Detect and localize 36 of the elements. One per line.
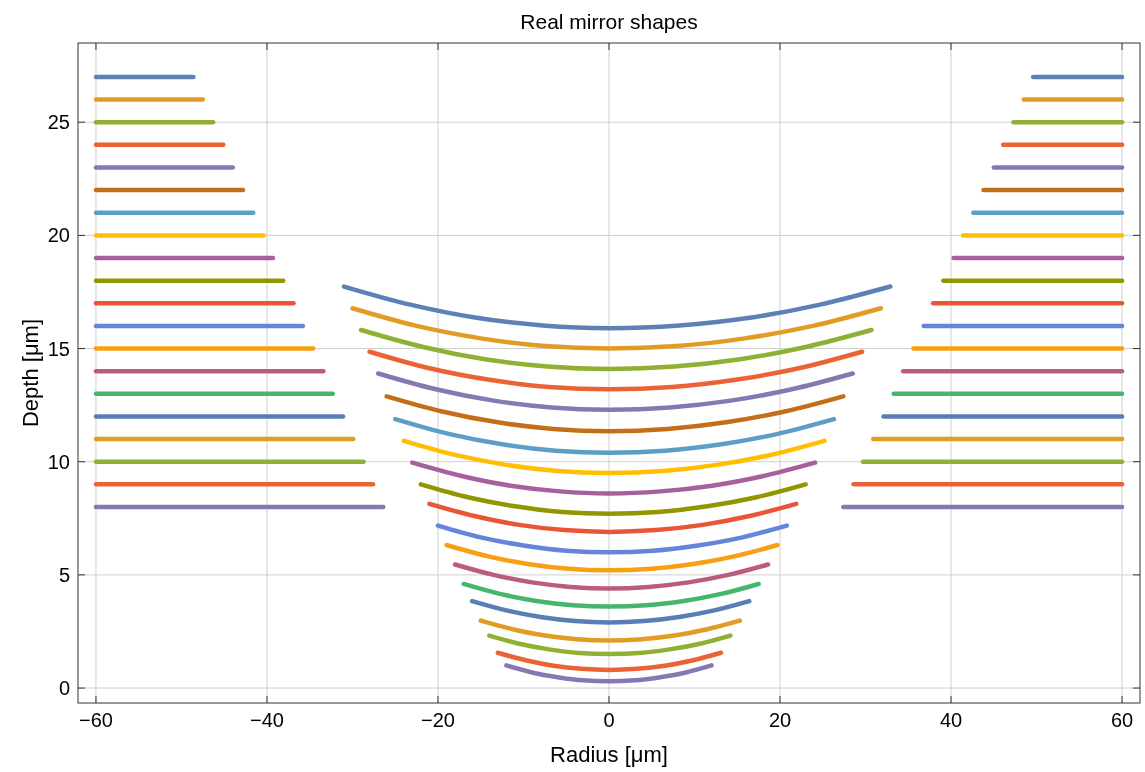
y-tick-label: 15 — [47, 337, 70, 360]
line-series — [384, 394, 846, 434]
line-series — [375, 371, 855, 412]
line-series — [487, 633, 733, 657]
x-tick-label: 0 — [603, 709, 615, 731]
line-series — [452, 562, 771, 591]
line-series — [444, 542, 780, 573]
x-tick-label: −60 — [78, 709, 113, 731]
chart-title: Real mirror shapes — [520, 10, 698, 33]
y-tick-label: 25 — [47, 111, 70, 134]
line-series — [469, 598, 752, 625]
line-series — [367, 349, 865, 392]
y-tick-label: 10 — [47, 450, 70, 473]
line-series — [350, 306, 884, 351]
line-series — [418, 482, 808, 517]
line-series — [495, 650, 724, 673]
x-tick-label: 60 — [1110, 709, 1134, 731]
line-series — [410, 460, 818, 496]
y-tick-label: 5 — [58, 563, 70, 586]
line-series — [392, 416, 837, 455]
y-tick-label: 20 — [47, 224, 70, 247]
line-series — [358, 327, 874, 372]
line-series — [401, 438, 827, 476]
line-series — [427, 501, 799, 535]
x-tick-label: −40 — [250, 709, 284, 731]
x-tick-label: 40 — [939, 709, 963, 731]
line-series — [435, 523, 790, 555]
line-series — [461, 581, 761, 609]
x-tick-label: 20 — [768, 709, 792, 731]
x-tick-label: −20 — [421, 709, 455, 731]
y-tick-label: 0 — [58, 677, 70, 700]
line-series — [478, 618, 743, 643]
x-axis-title: Radius [μm] — [550, 742, 668, 767]
line-series — [341, 284, 893, 331]
y-axis-title: Depth [μm] — [18, 318, 43, 428]
line-series — [504, 663, 714, 684]
